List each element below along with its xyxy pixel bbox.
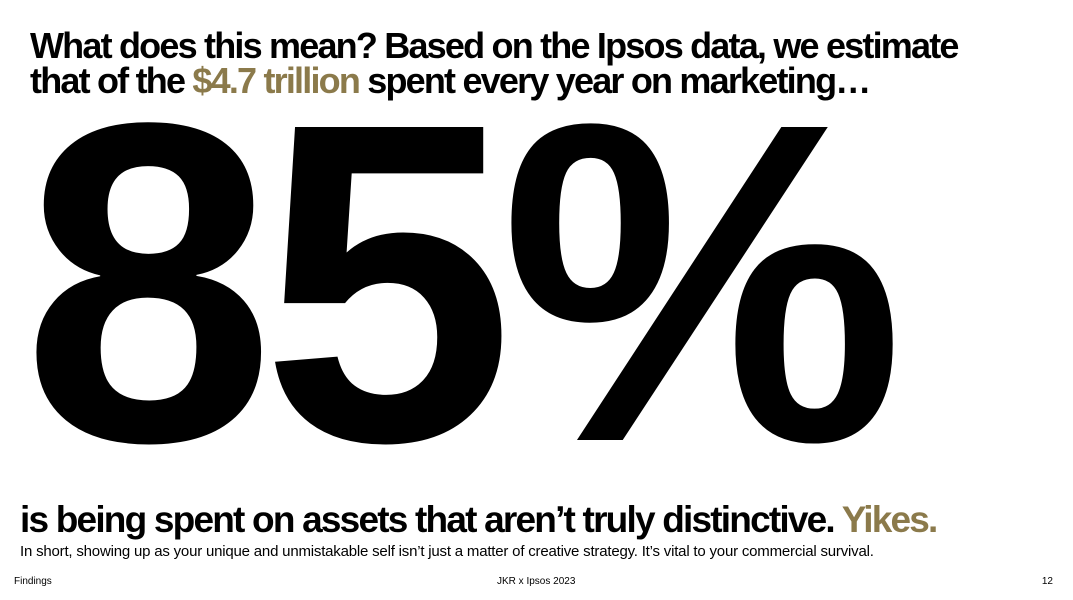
- heading-highlight: $4.7 trillion: [192, 60, 360, 101]
- page-number: 12: [1041, 576, 1053, 587]
- statement-highlight: Yikes.: [841, 499, 939, 540]
- big-number: 85%: [22, 29, 905, 537]
- heading-line: that of the $4.7 trillion spent every ye…: [30, 60, 958, 101]
- body-text: In short, showing up as your unique and …: [20, 543, 874, 560]
- heading-text: that of the: [30, 60, 186, 101]
- heading: What does this mean? Based on the Ipsos …: [30, 25, 959, 101]
- heading-text: spent every year on marketing…: [367, 60, 871, 101]
- statement-text: is being spent on assets that aren’t tru…: [20, 499, 836, 540]
- statement: is being spent on assets that aren’t tru…: [20, 499, 939, 540]
- footer-center: JKR x Ipsos 2023: [497, 576, 576, 587]
- footer-left: Findings: [14, 576, 52, 587]
- heading-line: What does this mean? Based on the Ipsos …: [30, 25, 959, 66]
